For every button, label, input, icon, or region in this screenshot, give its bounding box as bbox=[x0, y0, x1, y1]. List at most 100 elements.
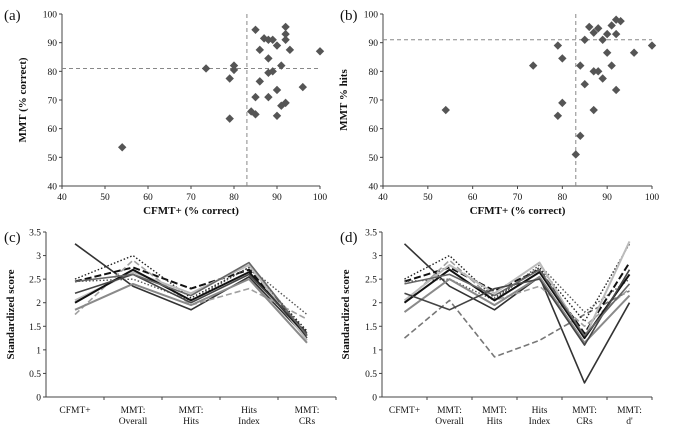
panel-b-point bbox=[629, 48, 639, 57]
panel-b-point bbox=[589, 67, 598, 76]
panel-b-point bbox=[616, 16, 625, 26]
panel-b-point bbox=[558, 98, 567, 108]
panel-c-category-label: CFMT+ bbox=[59, 406, 90, 416]
panel-b-y-tick-label: 70 bbox=[369, 97, 379, 107]
panel-d-category-label: MMT: CRs bbox=[572, 406, 597, 427]
panel-a-point bbox=[277, 61, 286, 70]
panel-c-y-tick-label: 0 bbox=[36, 394, 41, 404]
panel-a-point bbox=[264, 92, 273, 102]
panel-a-y-label: MMT (% correct) bbox=[17, 57, 29, 142]
panel-b-point bbox=[598, 35, 607, 44]
panel-c-category-label: MMT: Overall bbox=[119, 406, 148, 427]
panel-b-point bbox=[580, 35, 589, 44]
panel-d-series-line bbox=[403, 259, 631, 328]
panel-d-y-tick-label: 0.5 bbox=[365, 370, 377, 380]
panel-b-x-tick-label: 100 bbox=[645, 193, 660, 203]
panel-d-series-line bbox=[404, 262, 631, 335]
panel-d-category-label: MMT: Overall bbox=[435, 406, 464, 427]
panel-b-point bbox=[602, 29, 612, 39]
panel-b-y-tick-label: 60 bbox=[369, 125, 379, 135]
panel-d-y-tick-label: 1.5 bbox=[365, 323, 377, 333]
panel-c-series-line bbox=[74, 259, 308, 320]
panel-a-point bbox=[264, 35, 273, 44]
panel-a-y-tick-label: 60 bbox=[48, 125, 58, 135]
panel-d-category-label: MMT: d' bbox=[617, 406, 642, 427]
panel-c-y-tick-label: 0.5 bbox=[29, 370, 41, 380]
panel-b-point bbox=[576, 131, 585, 141]
panel-d-y-tick-label: 3 bbox=[372, 252, 377, 262]
panel-c-series-line bbox=[74, 273, 308, 334]
panel-a-point bbox=[264, 68, 273, 77]
panel-a-point bbox=[272, 85, 282, 95]
panel-b-x-tick-label: 60 bbox=[468, 193, 478, 203]
panel-a-x-label: CFMT+ (% correct) bbox=[143, 205, 239, 217]
panel-c-category-label: Hits Index bbox=[238, 406, 260, 427]
panel-d-category-label: Hits Index bbox=[529, 406, 551, 427]
panel-a-point bbox=[225, 114, 234, 123]
panel-a-point bbox=[225, 74, 234, 83]
panel-c-y-label: Standardized score bbox=[5, 269, 17, 359]
panel-a-y-tick-label: 50 bbox=[48, 154, 58, 164]
panel-a-point bbox=[255, 45, 264, 55]
panel-b-y-tick-label: 100 bbox=[364, 11, 379, 21]
panel-b-point bbox=[594, 67, 603, 76]
panel-b-point bbox=[607, 21, 616, 30]
panel-b-point bbox=[571, 150, 580, 159]
panel-b-y-tick-label: 90 bbox=[369, 39, 379, 49]
panel-d-category-label: MMT: Hits bbox=[482, 406, 507, 427]
panel-a-point bbox=[268, 35, 277, 44]
panel-d-series-line bbox=[404, 243, 631, 323]
panel-b-point bbox=[553, 41, 563, 50]
panel-b-x-tick-label: 80 bbox=[558, 193, 568, 203]
panel-b-point bbox=[607, 61, 616, 70]
panel-a-label: (a) bbox=[4, 8, 21, 24]
panel-b-y-label: MMT % hits bbox=[338, 69, 350, 131]
panel-a-point bbox=[315, 47, 325, 56]
panel-b-point bbox=[553, 111, 563, 120]
panel-b-y-tick-label: 40 bbox=[369, 183, 379, 193]
panel-a-point bbox=[201, 64, 211, 73]
panel-a-point bbox=[255, 77, 264, 86]
panel-a-x-tick-label: 60 bbox=[143, 193, 153, 203]
panel-a-point bbox=[251, 110, 260, 119]
panel-a-point bbox=[298, 82, 307, 92]
panel-a-point bbox=[281, 29, 290, 39]
panel-b-x-tick-label: 40 bbox=[378, 193, 388, 203]
panel-b-point bbox=[598, 74, 607, 83]
panel-d-series-line bbox=[403, 275, 631, 344]
panel-a-x-tick-label: 70 bbox=[186, 193, 196, 203]
panel-b-point bbox=[580, 80, 589, 89]
panel-a-point bbox=[285, 45, 295, 55]
panel-a-point bbox=[268, 67, 277, 76]
panel-c-category-label: MMT: CRs bbox=[295, 406, 320, 427]
panel-a-point bbox=[281, 22, 290, 32]
panel-d-label: (d) bbox=[340, 230, 358, 246]
panel-a-x-tick-label: 90 bbox=[272, 193, 282, 203]
panel-b-y-tick-label: 80 bbox=[369, 68, 379, 78]
panel-a-point bbox=[272, 111, 282, 120]
panel-c-y-tick-label: 2.5 bbox=[29, 276, 41, 286]
panel-a-y-tick-label: 70 bbox=[48, 97, 58, 107]
panel-c-y-tick-label: 1 bbox=[36, 346, 41, 356]
panel-d-y-tick-label: 3.5 bbox=[365, 229, 377, 239]
panel-c-series-line bbox=[74, 261, 308, 337]
panel-c-y-tick-label: 3.5 bbox=[29, 229, 41, 239]
panel-c-series-line bbox=[74, 243, 308, 339]
panel-d-series-line bbox=[404, 268, 631, 337]
panel-b-point bbox=[441, 105, 450, 115]
panel-b-point bbox=[589, 28, 598, 37]
panel-a-point bbox=[251, 25, 260, 34]
panel-c-y-tick-label: 3 bbox=[36, 252, 41, 262]
panel-b-point bbox=[576, 61, 585, 70]
panel-d-y-tick-label: 0 bbox=[372, 394, 377, 404]
panel-a-x-tick-label: 50 bbox=[100, 193, 110, 203]
panel-a-point bbox=[118, 143, 127, 152]
panel-a-point bbox=[229, 65, 239, 75]
panel-a-point bbox=[281, 98, 290, 108]
panel-b-point bbox=[585, 22, 594, 32]
panel-b-label: (b) bbox=[340, 8, 358, 24]
panel-a-y-tick-label: 100 bbox=[43, 11, 58, 21]
panel-b-y-tick-label: 50 bbox=[369, 154, 379, 164]
panel-c-category-label: MMT: Hits bbox=[179, 406, 204, 427]
